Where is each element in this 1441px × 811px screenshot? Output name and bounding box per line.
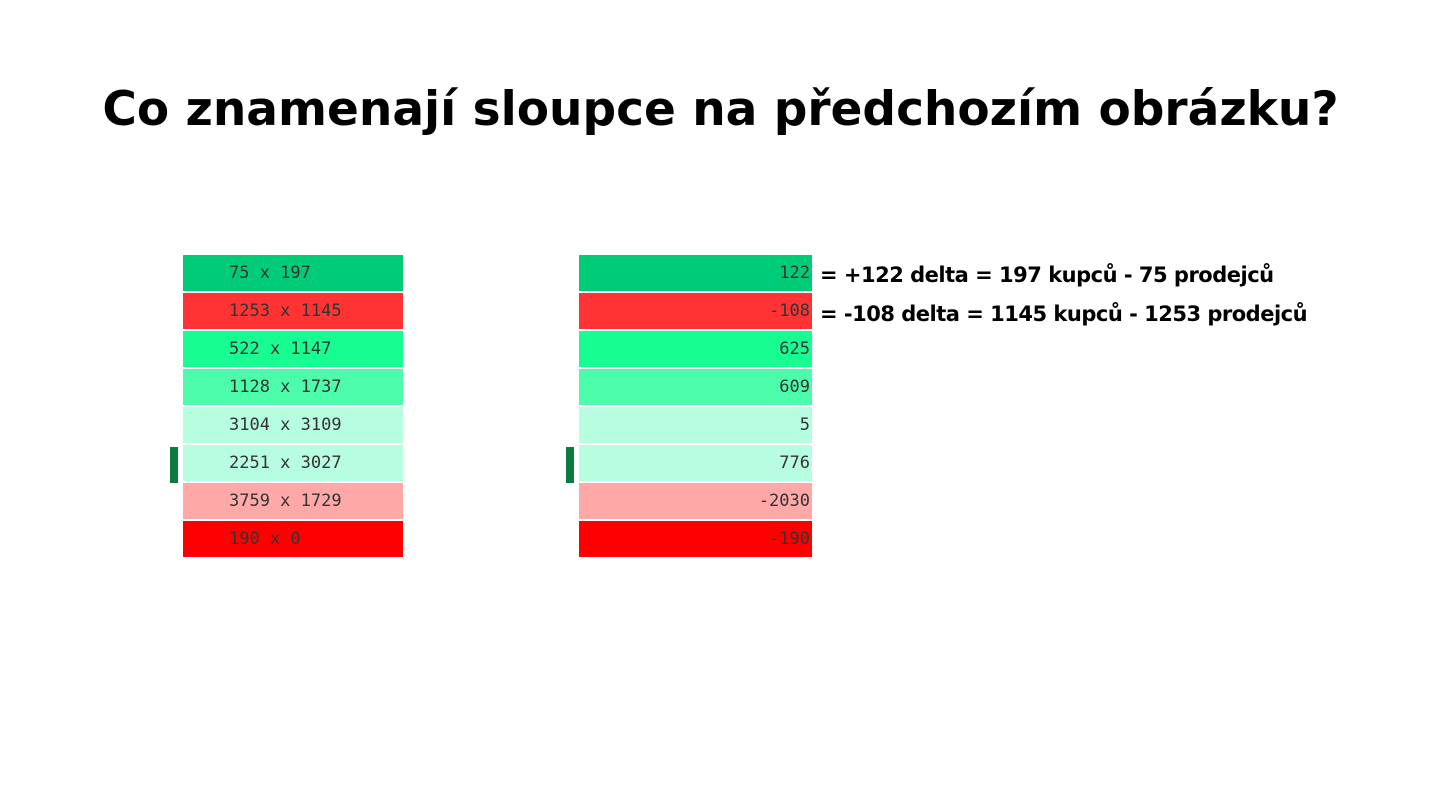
cell: 1253 x 1145 (183, 293, 403, 329)
cell: 609 (579, 369, 812, 405)
cell: 776 (579, 445, 812, 481)
left-column: 75 x 197 1253 x 1145 522 x 1147 1128 x 1737… (183, 255, 403, 559)
cell: 75 x 197 (183, 255, 403, 291)
cell: 2251 x 3027 (183, 445, 403, 481)
cell: -108 (579, 293, 812, 329)
cell: 190 x 0 (183, 521, 403, 557)
level-marker (170, 447, 178, 483)
cell: 625 (579, 331, 812, 367)
cell: 522 x 1147 (183, 331, 403, 367)
right-column: 122 -108 625 609 5 776 -2030 -190 (579, 255, 812, 559)
annotation: = +122 delta = 197 kupců - 75 prodejců (820, 263, 1274, 287)
level-marker (566, 447, 574, 483)
cell: -2030 (579, 483, 812, 519)
cell: 122 (579, 255, 812, 291)
cell: 3104 x 3109 (183, 407, 403, 443)
title: Co znamenají sloupce na předchozím obráz… (102, 82, 1339, 137)
cell: -190 (579, 521, 812, 557)
cell: 3759 x 1729 (183, 483, 403, 519)
cell: 5 (579, 407, 812, 443)
cell: 1128 x 1737 (183, 369, 403, 405)
annotation: = -108 delta = 1145 kupců - 1253 prodejc… (820, 302, 1308, 326)
